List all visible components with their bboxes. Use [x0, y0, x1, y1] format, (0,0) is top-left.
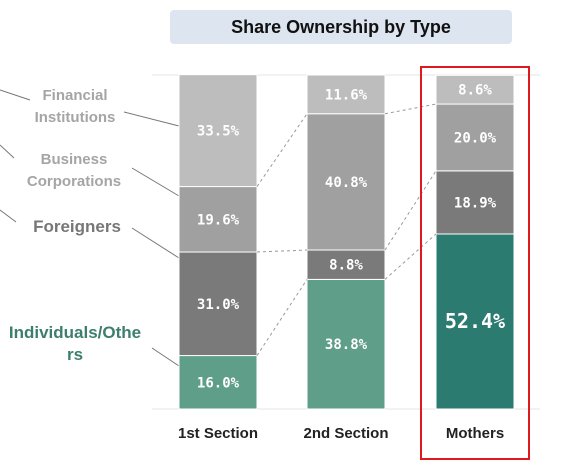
connector: [384, 103, 437, 115]
value-label: 19.6%: [197, 212, 240, 228]
bar-segment: [306, 278, 386, 410]
bar-segment: [178, 251, 258, 357]
bar-segment: [435, 170, 515, 235]
bar-segment: [178, 186, 258, 253]
value-label: 40.8%: [325, 175, 368, 191]
connector: [256, 279, 308, 356]
value-label: 38.8%: [325, 337, 368, 353]
value-label: 33.5%: [197, 124, 240, 140]
x-tick-label: 1st Section: [178, 425, 258, 442]
chart-title: Share Ownership by Type: [231, 17, 451, 37]
bar-segment: [178, 355, 258, 410]
connector: [256, 249, 308, 253]
connector: [256, 113, 308, 187]
legend-label: Foreigners: [33, 217, 121, 236]
bar-segment: [306, 249, 386, 280]
bar-segment: [306, 74, 386, 115]
value-label: 8.8%: [329, 258, 363, 274]
x-tick-label: 2nd Section: [303, 425, 388, 442]
leader-lines: [0, 89, 180, 367]
bar-segment: [435, 74, 515, 105]
legend-label: Business Corporations: [26, 151, 122, 190]
connector: [384, 170, 437, 251]
bar-segment: [435, 233, 515, 410]
connector: [384, 233, 437, 280]
title-box: [170, 10, 512, 44]
value-label: 16.0%: [197, 375, 240, 391]
bar-segment: [178, 74, 258, 188]
x-tick-label: Mothers: [446, 425, 504, 442]
highlight-box: [420, 66, 530, 460]
legend-label: Individuals/Others: [8, 323, 142, 364]
value-label: 8.6%: [458, 83, 492, 99]
value-label: 20.0%: [454, 130, 497, 146]
value-label: 52.4%: [445, 309, 505, 333]
legend-label: Financial Institutions: [34, 87, 116, 126]
bar-segment: [306, 113, 386, 251]
value-label: 11.6%: [325, 87, 368, 103]
value-label: 31.0%: [197, 297, 240, 313]
bar-segment: [435, 103, 515, 172]
value-label: 18.9%: [454, 195, 497, 211]
